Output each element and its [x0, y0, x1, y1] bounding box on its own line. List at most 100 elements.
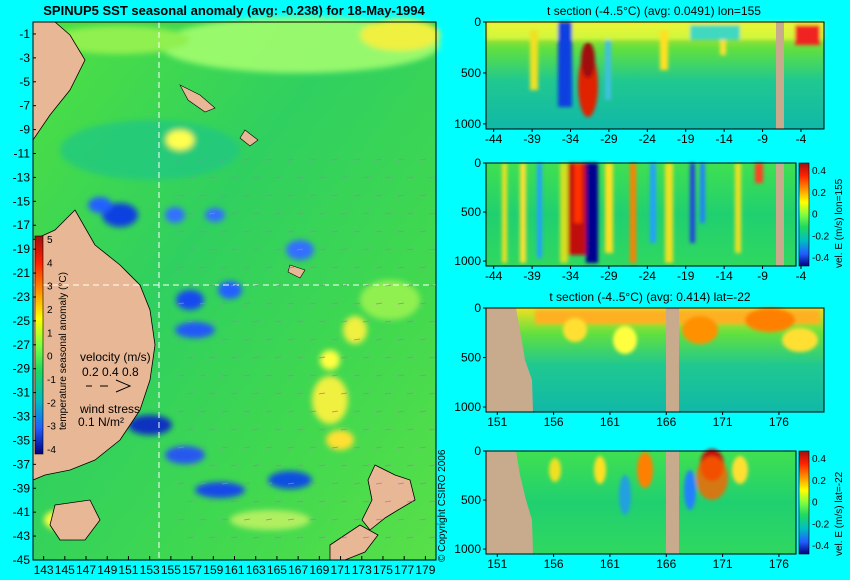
velocity-vector [309, 230, 317, 233]
panel-4-x-tick-label: 166 [656, 557, 676, 571]
velocity-vector [428, 284, 436, 287]
panel-2-colorbar-tick-label: 0.2 [812, 188, 826, 199]
velocity-vector [375, 410, 383, 413]
velocity-vector [274, 464, 282, 467]
panel-2-colorbar-ticks: 0.4 0.2 0 -0.2 -0.4 [812, 166, 830, 264]
panel-4-x-tick-label: 151 [487, 557, 507, 571]
velocity-vector [340, 248, 348, 251]
map-lon-tick-label: 167 [288, 563, 308, 577]
panel-2-x-tick-label: -34 [562, 269, 580, 283]
velocity-vector [419, 194, 427, 197]
map-lat-tick-label: -11 [14, 147, 31, 161]
velocity-vector [221, 338, 229, 341]
velocity-vector [287, 338, 295, 341]
velocity-vector [331, 338, 339, 341]
velocity-vector [309, 266, 317, 269]
map-colorbar-tick-label: -1 [47, 375, 56, 386]
map-lat-tick-label: -45 [13, 553, 31, 567]
velocity-vector [199, 158, 207, 161]
velocity-vector [397, 194, 405, 197]
map-lon-tick-label: 179 [415, 563, 435, 577]
velocity-vector [331, 194, 339, 197]
map-lat-tick-label: -37 [13, 457, 31, 471]
velocity-vector [208, 356, 216, 359]
panel-3-y-ticks: 0 500 1000 [454, 301, 486, 414]
velocity-vector [428, 212, 436, 215]
velocity-vector [186, 464, 194, 467]
velocity-vector [252, 500, 260, 503]
velocity-vector [243, 446, 251, 449]
map-lon-tick-label: 157 [182, 563, 202, 577]
map-lon-tick-label: 151 [118, 563, 138, 577]
velocity-vector [419, 446, 427, 449]
velocity-vector [221, 446, 229, 449]
velocity-vector [274, 320, 282, 323]
velocity-vector [243, 518, 251, 521]
land-australia [32, 22, 156, 481]
velocity-vector [375, 302, 383, 305]
wind-legend-value: 0.1 N/m² [78, 415, 124, 429]
velocity-vector [406, 428, 414, 431]
velocity-vector [428, 392, 436, 395]
map-lat-tick-label: -17 [13, 218, 31, 232]
map-lon-ticks: 143 145 147 149 151 153 155 157 159 161 163 165 167 1… [34, 556, 436, 577]
velocity-vector [208, 320, 216, 323]
panel-2-x-tick-label: -44 [485, 269, 503, 283]
velocity-vector [353, 374, 361, 377]
velocity-vector [296, 356, 304, 359]
map-colorbar-ticks: 5 4 3 2 1 0 -1 -2 -3 -4 [47, 235, 56, 456]
velocity-vector [296, 392, 304, 395]
velocity-vector [362, 212, 370, 215]
velocity-vector [428, 356, 436, 359]
velocity-vector [230, 536, 238, 539]
velocity-vector [428, 464, 436, 467]
velocity-vector [252, 428, 260, 431]
velocity-vector [199, 482, 207, 485]
velocity-vector [186, 212, 194, 215]
panel-1-x-tick-label: -24 [639, 132, 657, 146]
velocity-vector [419, 338, 427, 341]
map-lat-tick-label: -35 [13, 433, 31, 447]
velocity-vector [230, 248, 238, 251]
velocity-vector [243, 302, 251, 305]
velocity-vector [309, 446, 317, 449]
land-new-britain [179, 84, 216, 113]
velocity-vector [296, 176, 304, 179]
velocity-vector [362, 464, 370, 467]
panel-4-x-tick-label: 161 [600, 557, 620, 571]
velocity-vector [397, 446, 405, 449]
velocity-vector [243, 230, 251, 233]
map-lat-tick-label: -27 [13, 338, 31, 352]
velocity-vector [252, 356, 260, 359]
map-lon-tick-label: 169 [309, 563, 329, 577]
velocity-vector [428, 176, 436, 179]
velocity-vector [384, 356, 392, 359]
velocity-vector [186, 536, 194, 539]
velocity-vector [296, 248, 304, 251]
panel-4-colorbar-label: vel. E (m/s) lat=-22 [834, 471, 845, 556]
map-colorbar-tick-label: 5 [47, 235, 53, 246]
panel-4-colorbar-tick-label: -0.4 [812, 541, 830, 552]
velocity-vector [384, 176, 392, 179]
map-lon-tick-label: 159 [203, 563, 223, 577]
velocity-vector [208, 536, 216, 539]
velocity-vector [296, 320, 304, 323]
velocity-vector [309, 302, 317, 305]
velocity-vector [221, 230, 229, 233]
map-lat-tick-label: -1 [19, 27, 30, 41]
panel-3-x-tick-label: 171 [713, 415, 733, 429]
velocity-vector [384, 248, 392, 251]
velocity-vector [199, 410, 207, 413]
panel-4-colorbar-tick-label: 0 [812, 498, 818, 509]
panel-2-colorbar-tick-label: -0.4 [812, 253, 830, 264]
velocity-vector [177, 374, 185, 377]
velocity-vector [397, 410, 405, 413]
velocity-vector [397, 374, 405, 377]
velocity-vector [375, 374, 383, 377]
map-lat-tick-label: -41 [13, 505, 31, 519]
map-lat-tick-label: -21 [13, 266, 31, 280]
velocity-vector [340, 212, 348, 215]
panel-4-plot [485, 449, 797, 555]
velocity-vector [186, 356, 194, 359]
velocity-vector [428, 248, 436, 251]
